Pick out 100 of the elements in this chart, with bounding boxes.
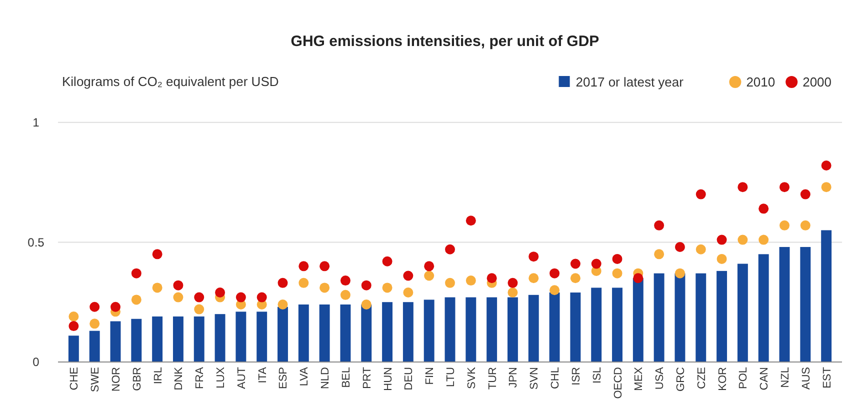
point [424, 261, 434, 272]
bar [382, 302, 393, 362]
point [361, 280, 372, 290]
point [716, 234, 727, 245]
x-tick-label: CHL [550, 367, 562, 390]
x-tick-label: FIN [424, 366, 436, 385]
point [152, 249, 162, 260]
point [340, 276, 350, 286]
point [674, 242, 685, 252]
bar [444, 297, 456, 362]
point [780, 220, 790, 230]
bar [549, 292, 560, 362]
bar [214, 314, 226, 362]
point [570, 258, 580, 269]
x-tick-label: LTU [445, 366, 457, 387]
point [445, 278, 455, 288]
point [131, 268, 142, 278]
point [403, 288, 414, 298]
point [68, 311, 79, 322]
x-tick-label: KOR [716, 366, 729, 391]
point [800, 220, 810, 230]
point [194, 304, 204, 314]
bar [800, 246, 811, 362]
bar [737, 264, 748, 362]
point [466, 216, 476, 226]
point [278, 299, 288, 310]
bar [340, 304, 351, 362]
x-tick-label: NLD [320, 366, 332, 390]
point [320, 282, 330, 293]
point [654, 220, 664, 230]
bar [758, 254, 769, 362]
bar [172, 316, 184, 362]
x-tick-label: NOR [110, 366, 122, 392]
point [298, 278, 309, 288]
point [821, 182, 832, 192]
point [403, 270, 414, 281]
x-tick-label: SVN [528, 366, 541, 390]
point [716, 254, 727, 264]
x-tick-label: IRL [152, 367, 164, 384]
x-tick-label: SWE [90, 367, 102, 392]
point [361, 299, 372, 310]
point [382, 282, 392, 293]
x-tick-label: AUT [236, 366, 248, 389]
point [633, 273, 644, 284]
x-tick-label: USA [654, 366, 666, 390]
bar [278, 306, 288, 362]
x-tick-label: MEX [633, 366, 646, 391]
point [110, 302, 120, 312]
point [68, 321, 79, 332]
point [508, 288, 518, 298]
point [215, 288, 226, 298]
bar [152, 316, 163, 362]
point [738, 234, 748, 245]
bar [821, 230, 832, 362]
point [131, 294, 142, 305]
x-tick-label: ISR [570, 366, 582, 386]
point [528, 273, 539, 284]
y-axis-title: Kilograms of CO₂ equivalent per USD [62, 74, 279, 89]
bar [68, 336, 79, 362]
bar [131, 318, 142, 362]
point [90, 302, 100, 312]
point [674, 268, 685, 278]
x-tick-label: AUS [800, 367, 812, 390]
y-tick-label: 0 [32, 355, 40, 370]
point [173, 280, 184, 290]
point [654, 249, 664, 260]
x-tick-label: GRC [674, 366, 687, 392]
point [173, 292, 184, 302]
x-tick-label: CHE [68, 367, 81, 390]
point [612, 268, 622, 278]
bar [402, 302, 414, 362]
point [256, 292, 267, 302]
bar [716, 270, 728, 362]
point [570, 273, 580, 284]
bar [570, 292, 581, 362]
x-tick-label: POL [738, 367, 750, 390]
bar [319, 304, 330, 362]
bar [507, 297, 518, 362]
point [696, 244, 706, 254]
point [738, 182, 748, 192]
bar [256, 312, 268, 362]
point [236, 292, 246, 302]
point [382, 256, 392, 266]
bar [298, 304, 309, 362]
x-tick-label: HUN [382, 366, 394, 391]
x-tick-label: PRT [361, 366, 374, 389]
point [758, 234, 769, 245]
point [298, 261, 309, 272]
bar [591, 288, 602, 362]
point [800, 189, 810, 200]
point [758, 204, 769, 214]
bar [424, 300, 434, 362]
bar [674, 273, 686, 362]
x-tick-label: OECD [612, 366, 624, 399]
x-tick-label: DEU [403, 366, 416, 390]
point [152, 282, 162, 293]
point [821, 160, 832, 171]
bar [779, 246, 790, 362]
x-tick-label: LUX [215, 366, 228, 388]
x-tick-label: GBR [131, 366, 144, 391]
